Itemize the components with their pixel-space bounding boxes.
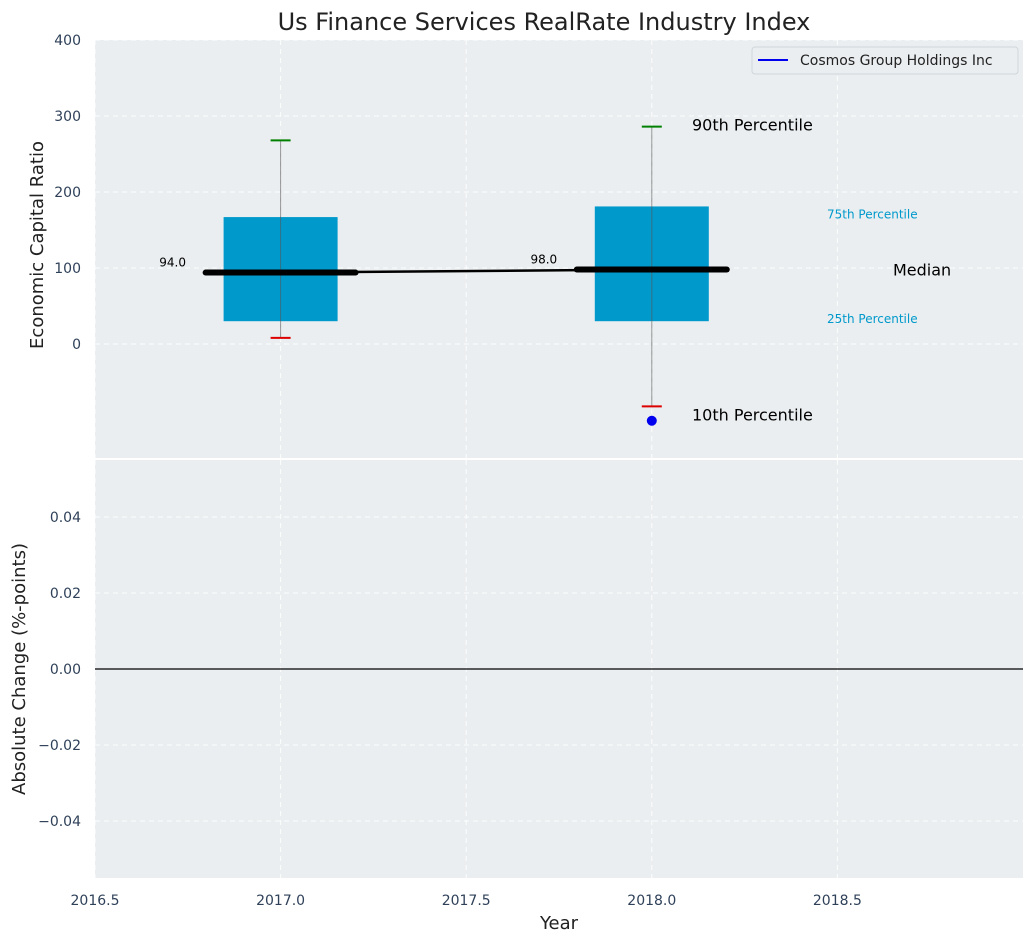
annotation-p25: 25th Percentile xyxy=(827,312,918,326)
top-y-tick-label: 0 xyxy=(72,337,81,353)
annotation-p90: 90th Percentile xyxy=(692,116,813,135)
bottom-y-tick-label: 0.02 xyxy=(50,586,81,602)
bottom-y-tick-label: −0.02 xyxy=(38,738,81,754)
x-axis-label: Year xyxy=(539,913,579,934)
annotation-p10: 10th Percentile xyxy=(692,405,813,424)
bottom-y-tick-label: 0.00 xyxy=(50,662,81,678)
legend-label: Cosmos Group Holdings Inc xyxy=(800,53,993,69)
top-y-tick-label: 300 xyxy=(54,109,81,125)
company-point xyxy=(646,415,657,426)
x-tick-label: 2017.5 xyxy=(442,893,491,909)
median-value-label: 98.0 xyxy=(530,253,557,267)
median-value-label: 94.0 xyxy=(159,256,186,270)
chart-title: Us Finance Services RealRate Industry In… xyxy=(278,8,811,36)
x-tick-label: 2016.5 xyxy=(71,893,120,909)
x-tick-label: 2018.5 xyxy=(813,893,862,909)
x-tick-label: 2017.0 xyxy=(256,893,305,909)
top-y-tick-label: 200 xyxy=(54,185,81,201)
median-trend-line xyxy=(280,268,652,274)
annotation-median: Median xyxy=(893,261,951,280)
annotation-p75: 75th Percentile xyxy=(827,207,918,221)
bottom-y-axis-label: Absolute Change (%-points) xyxy=(9,543,30,795)
bottom-y-tick-label: 0.04 xyxy=(50,510,81,526)
top-y-axis-label: Economic Capital Ratio xyxy=(27,141,48,349)
bottom-y-tick-label: −0.04 xyxy=(38,814,81,830)
top-y-tick-label: 400 xyxy=(54,33,81,49)
top-y-tick-label: 100 xyxy=(54,261,81,277)
legend-box xyxy=(751,46,1019,75)
x-tick-label: 2018.0 xyxy=(627,893,676,909)
